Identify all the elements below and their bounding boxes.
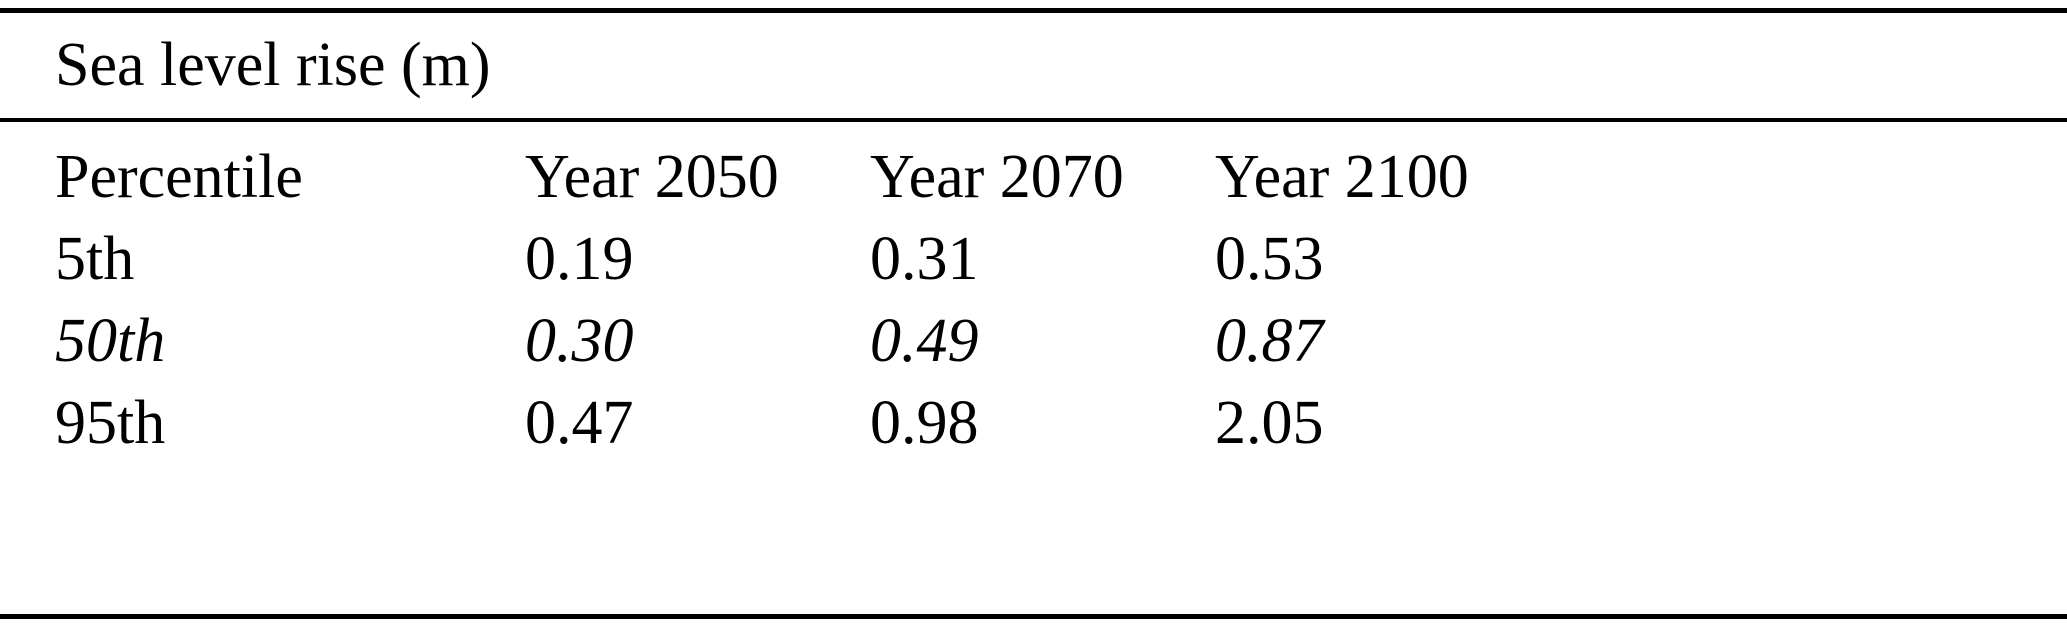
table-bottom-spacer	[0, 464, 2067, 614]
table-row: 50th 0.30 0.49 0.87	[0, 300, 2067, 382]
table-cell-value: 0.49	[870, 306, 979, 375]
table-header-rule	[0, 118, 2067, 122]
table-row: 5th 0.19 0.31 0.53	[0, 218, 2067, 300]
table-cell-percentile: 5th	[55, 224, 135, 293]
table-cell-value: 0.47	[525, 388, 634, 457]
table-cell-fill	[1560, 300, 2067, 382]
table-header-row: Percentile Year 2050 Year 2070 Year 2100	[0, 136, 2067, 218]
table-cell-value: 0.53	[1215, 224, 1324, 293]
sea-level-rise-table: Percentile Year 2050 Year 2070 Year 2100…	[0, 136, 2067, 464]
table-title: Sea level rise (m)	[55, 31, 491, 99]
table-cell-value: 0.31	[870, 224, 979, 293]
column-header-year-2050: Year 2050	[525, 142, 779, 211]
column-header-year-2070: Year 2070	[870, 142, 1124, 211]
table-cell-value: 0.30	[525, 306, 634, 375]
table-cell-value: 0.98	[870, 388, 979, 457]
table-cell-value: 0.87	[1215, 306, 1324, 375]
table-cell-fill	[1560, 218, 2067, 300]
table-cell-fill	[1560, 382, 2067, 464]
table-bottom-rule	[0, 614, 2067, 619]
table-row: 95th 0.47 0.98 2.05	[0, 382, 2067, 464]
column-header-year-2100: Year 2100	[1215, 142, 1469, 211]
table-top-rule	[0, 8, 2067, 13]
table-title-row: Sea level rise (m)	[0, 13, 2067, 118]
table-cell-percentile: 95th	[55, 388, 166, 457]
table-cell-value: 2.05	[1215, 388, 1324, 457]
table-cell-percentile: 50th	[55, 306, 166, 375]
column-header-percentile: Percentile	[55, 142, 303, 211]
table-cell-value: 0.19	[525, 224, 634, 293]
column-header-fill	[1560, 136, 2067, 218]
